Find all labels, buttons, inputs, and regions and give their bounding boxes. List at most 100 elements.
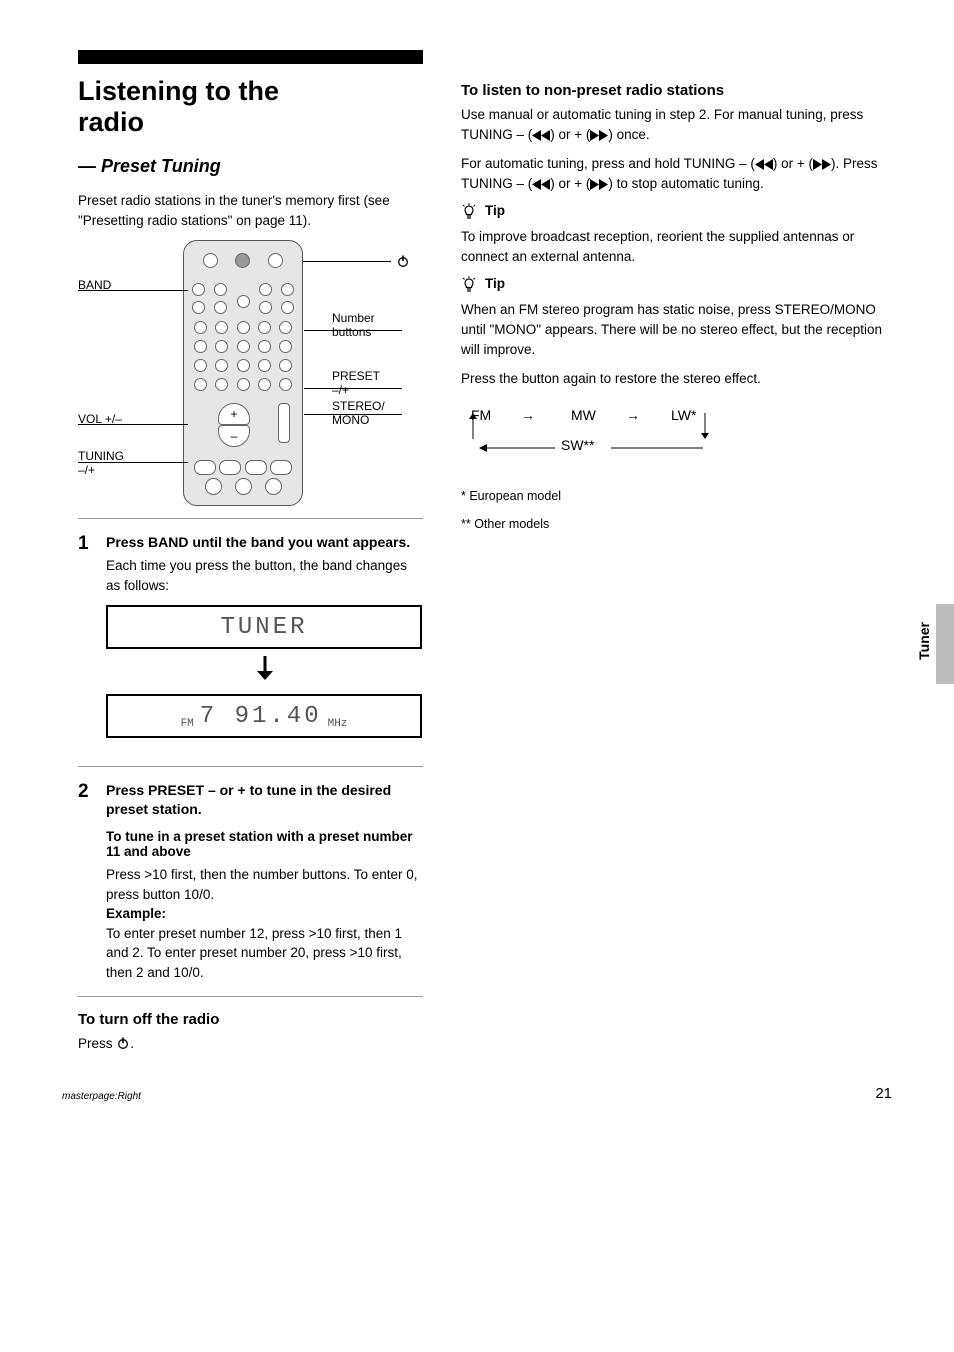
page-title: Listening to the radio: [78, 76, 423, 138]
remote-btn: [192, 283, 205, 296]
lcd-2-text: 7 91.40: [200, 703, 322, 730]
remote-slider: [278, 403, 290, 443]
lcd-1-text: TUNER: [220, 614, 307, 641]
np-p2-a: For automatic tuning, press and hold TUN…: [461, 156, 755, 171]
two-column-layout: Listening to the radio — Preset Tuning P…: [78, 76, 894, 1064]
lcd-2-prefix: FM: [181, 718, 194, 736]
turn-off-text: Press .: [78, 1034, 423, 1054]
side-tab: [936, 604, 954, 684]
band-footnote-2: ** Other models: [461, 515, 894, 533]
rewind-icon: [755, 159, 773, 170]
remote-btn: [237, 295, 250, 308]
step-1: 1 Press BAND until the band you want app…: [78, 533, 423, 752]
remote-transport-row-2: [198, 478, 288, 495]
np-p2-d: ) or + (: [550, 176, 590, 191]
fast-forward-icon: [590, 130, 608, 141]
remote-btn: [235, 253, 250, 268]
remote-power-btn: [268, 253, 283, 268]
lcd-displays: TUNER FM 7 91.40 MHz: [106, 605, 423, 738]
step-2-alt-head: To tune in a preset station with a prese…: [106, 829, 423, 859]
rule: [78, 766, 423, 767]
remote-btn: [214, 301, 227, 314]
lcd-2: FM 7 91.40 MHz: [106, 694, 422, 738]
remote-btn: [281, 301, 294, 314]
rewind-icon: [532, 179, 550, 190]
remote-body: + –: [183, 240, 303, 506]
arrow-left-long-icon: [477, 443, 557, 453]
step-2: 2 Press PRESET – or + to tune in the des…: [78, 781, 423, 982]
left-column: Listening to the radio — Preset Tuning P…: [78, 76, 423, 1064]
band-label: BAND: [78, 278, 111, 292]
remote-diagram: + – BAND Numberbuttons PRES: [78, 240, 423, 510]
arrow-up-icon: [467, 411, 479, 441]
tip-icon: [461, 276, 477, 298]
remote-keypad: [194, 321, 292, 397]
lcd-2-suffix: MHz: [328, 718, 348, 736]
turn-off-prefix: Press: [78, 1036, 116, 1051]
intro-text: Preset radio stations in the tuner's mem…: [78, 191, 423, 230]
section-divider-bar: [78, 50, 423, 64]
power-icon: [396, 254, 410, 271]
np-p2-e: ) to stop automatic tuning.: [608, 176, 763, 191]
band-sw: SW**: [561, 437, 594, 453]
np-p1-b: ) or + (: [550, 127, 590, 142]
tip-2-label: Tip: [485, 276, 505, 291]
tip-2-p1: When an FM stereo program has static noi…: [461, 300, 894, 359]
nonpreset-p1: Use manual or automatic tuning in step 2…: [461, 105, 894, 144]
remote-btn: [259, 283, 272, 296]
step-number: 1: [78, 533, 96, 752]
remote-transport-row: [194, 460, 292, 475]
step-2-alt-text: Press >10 first, then the number buttons…: [106, 865, 423, 904]
step-number: 2: [78, 781, 96, 982]
page-code: masterpage:Right: [62, 1091, 141, 1102]
vol-down-btn: –: [218, 425, 250, 447]
page-subtitle: — Preset Tuning: [78, 156, 423, 177]
remote-btn: [192, 301, 205, 314]
right-column: To listen to non-preset radio stations U…: [461, 76, 894, 1064]
rule: [78, 518, 423, 519]
arrow-right-icon: →: [521, 407, 535, 423]
arrow-right-icon: →: [626, 407, 640, 423]
band-flow-diagram: FM → MW → LW* SW**: [461, 407, 894, 487]
tip-icon: [461, 203, 477, 225]
step-1-text: Each time you press the button, the band…: [106, 556, 423, 595]
nonpreset-head: To listen to non-preset radio stations: [461, 82, 894, 99]
turn-off-suffix: .: [130, 1036, 134, 1051]
band-lw: LW*: [671, 407, 696, 423]
side-tab-label: Tuner: [916, 622, 932, 660]
tip-1-text: To improve broadcast reception, reorient…: [461, 227, 894, 266]
example-text: To enter preset number 12, press >10 fir…: [106, 926, 402, 980]
band-footnote-1: * European model: [461, 487, 894, 505]
vol-label: VOL +/–: [78, 412, 122, 426]
turn-off-head: To turn off the radio: [78, 1011, 423, 1028]
down-arrow-icon: [106, 655, 423, 688]
page-number: 21: [875, 1085, 892, 1102]
remote-btn: [203, 253, 218, 268]
np-p1-a: Use manual or automatic tuning in step 2…: [461, 107, 863, 142]
step-1-head: Press BAND until the band you want appea…: [106, 533, 423, 552]
tuning-label: TUNING–/+: [78, 450, 124, 478]
power-icon: [116, 1036, 130, 1050]
preset-label: PRESET–/+: [332, 370, 380, 398]
nonpreset-p2: For automatic tuning, press and hold TUN…: [461, 154, 894, 193]
number-buttons-label: Numberbuttons: [332, 312, 375, 340]
tip-1-label: Tip: [485, 203, 505, 218]
remote-volume-pad: + –: [218, 403, 252, 447]
remote-btn: [259, 301, 272, 314]
lcd-1: TUNER: [106, 605, 422, 649]
tip-2-p2: Press the button again to restore the st…: [461, 369, 894, 389]
tip-2-header: Tip: [461, 276, 894, 298]
band-mw: MW: [571, 407, 596, 423]
rule: [78, 996, 423, 997]
line-icon: [611, 443, 703, 453]
fast-forward-icon: [590, 179, 608, 190]
vol-up-btn: +: [218, 403, 250, 425]
example-label: Example:: [106, 906, 166, 921]
title-line-2: radio: [78, 107, 144, 137]
np-p1-c: ) once.: [608, 127, 649, 142]
title-line-1: Listening to the: [78, 76, 279, 106]
rewind-icon: [532, 130, 550, 141]
remote-btn: [214, 283, 227, 296]
fast-forward-icon: [813, 159, 831, 170]
step-2-example: Example: To enter preset number 12, pres…: [106, 904, 423, 982]
